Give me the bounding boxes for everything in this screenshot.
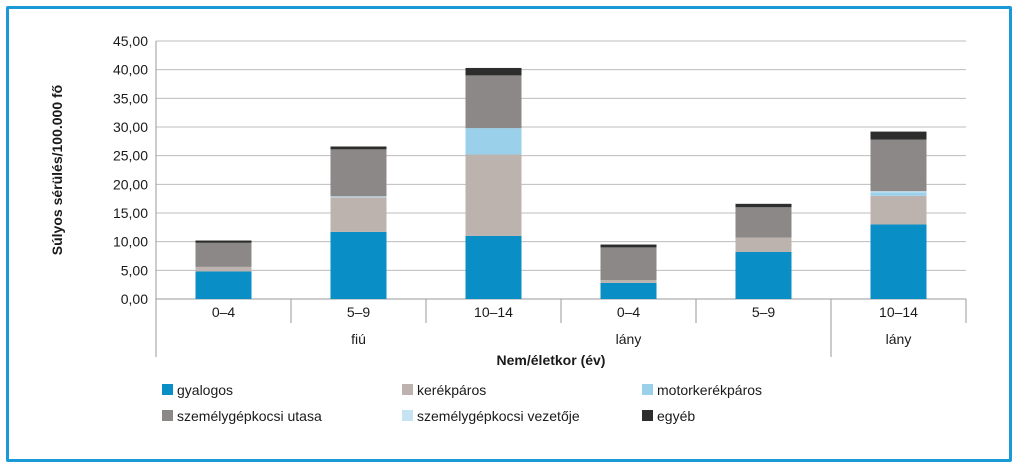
group-label: fiú — [351, 331, 366, 347]
legend-swatch — [162, 384, 173, 395]
legend-label: motorkerékpáros — [657, 382, 762, 398]
legend-label: egyéb — [657, 408, 695, 424]
bar-segment-egyéb — [870, 131, 927, 140]
bar-segment-egyéb — [465, 67, 522, 76]
bar-segment-személygépkocsi-utasa — [870, 139, 927, 192]
x-axis-title: Nem/életkor (év) — [497, 352, 606, 368]
legend-label: személygépkocsi utasa — [177, 408, 322, 424]
bar-segment-motorkerékpáros — [870, 192, 927, 196]
bar-segment-gyalogos — [735, 251, 792, 299]
bar-segment-személygépkocsi-utasa — [465, 75, 522, 129]
stacked-bar-chart: 0,00 5,00 10,00 15,00 20,00 25,00 30,00 35,00 40… — [49, 33, 967, 424]
y-tick-label: 0,00 — [121, 291, 148, 307]
bar-segment-kerékpáros — [330, 197, 387, 232]
bar-segment-személygépkocsi-utasa — [330, 149, 387, 197]
legend-label: kerékpáros — [417, 382, 486, 398]
y-tick-label: 25,00 — [113, 148, 148, 164]
bar-segment-motorkerékpáros — [465, 128, 522, 155]
y-tick-label: 20,00 — [113, 176, 148, 192]
y-tick-label: 5,00 — [121, 262, 148, 278]
x-tick-label: 5–9 — [752, 304, 776, 320]
y-tick-label: 40,00 — [113, 62, 148, 78]
y-tick-label: 45,00 — [113, 33, 148, 49]
x-tick-label: 0–4 — [617, 304, 641, 320]
y-axis-title: Súlyos sérülés/100.000 fő — [49, 85, 65, 255]
bar-segment-személygépkocsi-utasa — [600, 247, 657, 281]
bar-segment-gyalogos — [600, 282, 657, 299]
bar-segment-gyalogos — [465, 235, 522, 299]
bar-segment-személygépkocsi-vezetője — [870, 191, 927, 193]
bar-segment-egyéb — [330, 146, 387, 150]
x-tick-label: 10–14 — [474, 304, 513, 320]
legend-swatch — [402, 384, 413, 395]
bar-segment-kerékpáros — [195, 266, 252, 272]
bar-segment-egyéb — [195, 240, 252, 243]
bar-segment-gyalogos — [330, 231, 387, 299]
bar-segment-egyéb — [735, 203, 792, 208]
y-tick-label: 35,00 — [113, 90, 148, 106]
group-label: lány — [886, 331, 912, 347]
legend-label: gyalogos — [177, 382, 233, 398]
y-tick-label: 10,00 — [113, 234, 148, 250]
bar-segment-gyalogos — [195, 271, 252, 299]
legend-swatch — [162, 410, 173, 421]
legend-swatch — [402, 410, 413, 421]
bar-segment-kerékpáros — [600, 280, 657, 283]
bar-segment-személygépkocsi-utasa — [195, 242, 252, 267]
bar-segment-személygépkocsi-vezetője — [330, 196, 387, 198]
x-tick-label: 0–4 — [212, 304, 236, 320]
bar-segment-gyalogos — [870, 224, 927, 299]
legend-swatch — [642, 384, 653, 395]
group-label: lány — [616, 331, 642, 347]
x-tick-label: 10–14 — [879, 304, 918, 320]
y-tick-label: 15,00 — [113, 205, 148, 221]
bar-segment-kerékpáros — [870, 195, 927, 225]
bar-segment-egyéb — [600, 244, 657, 248]
y-tick-label: 30,00 — [113, 119, 148, 135]
legend-label: személygépkocsi vezetője — [417, 408, 580, 424]
x-tick-label: 5–9 — [347, 304, 371, 320]
legend-swatch — [642, 410, 653, 421]
bar-segment-személygépkocsi-utasa — [735, 207, 792, 238]
bar-segment-kerékpáros — [465, 154, 522, 236]
chart-frame: 0,00 5,00 10,00 15,00 20,00 25,00 30,00 35,00 40… — [6, 6, 1012, 462]
bar-segment-kerékpáros — [735, 237, 792, 252]
